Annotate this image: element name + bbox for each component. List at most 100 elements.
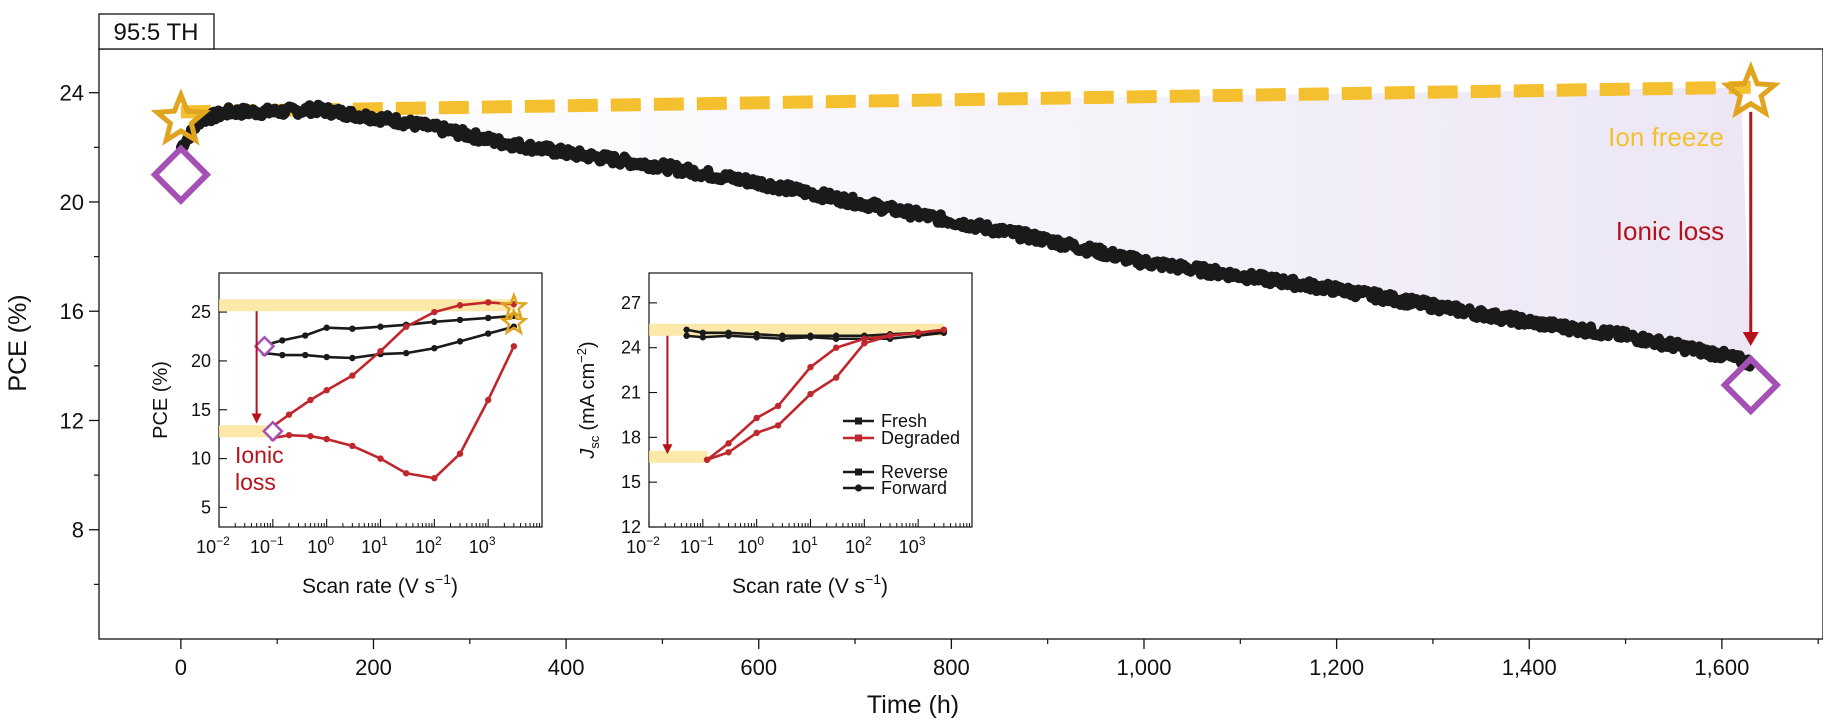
measured-pce-trace xyxy=(175,99,1755,372)
inset1-x-label-sup: −1 xyxy=(435,571,451,587)
inset1-data-point xyxy=(510,343,518,350)
inset2-data-point xyxy=(725,332,732,339)
inset1-y-tick-label: 20 xyxy=(191,351,211,371)
main-x-tick-label: 400 xyxy=(548,655,585,680)
inset1-x-tick-label: 100 xyxy=(307,534,334,557)
main-x-tick-label: 0 xyxy=(175,655,187,680)
inset2-data-point xyxy=(774,422,782,429)
inset2-data-point xyxy=(940,326,948,333)
inset2-x-tick-exponent: 1 xyxy=(811,534,818,548)
inset1-y-tick-label: 10 xyxy=(191,449,211,469)
inset1-highlight-bands xyxy=(219,299,514,438)
main-x-tick-label: 1,000 xyxy=(1116,655,1171,680)
inset2-data-point xyxy=(699,334,707,341)
inset2-y-tick-label: 24 xyxy=(621,338,641,358)
inset1-data-point xyxy=(402,470,410,477)
inset1-data-point xyxy=(456,302,464,309)
inset1-data-point xyxy=(456,316,464,324)
inset2-x-tick-exponent: −1 xyxy=(700,534,714,548)
inset2-y-label-unit: (mA cm xyxy=(577,363,599,431)
inset1-x-tick-exponent: 1 xyxy=(381,534,388,548)
inset2-data-point xyxy=(753,414,760,422)
inset1-data-point xyxy=(484,314,492,322)
inset1-star-marker xyxy=(498,307,529,336)
inset2-data-point xyxy=(832,374,840,381)
main-plot-frame xyxy=(98,48,1823,640)
legend-entry-label: Degraded xyxy=(881,428,960,448)
inset1-data-point xyxy=(484,396,492,404)
inset2-x-tick-exponent: 0 xyxy=(757,534,764,548)
main-x-axis-label: Time (h) xyxy=(867,691,959,719)
legend-entry-marker xyxy=(854,484,863,492)
inset2-data-point xyxy=(832,344,840,351)
ionic-loss-shaded-region xyxy=(180,87,1751,364)
inset1-x-tick-exponent: 3 xyxy=(489,534,496,548)
inset1-y-tick-label: 25 xyxy=(191,302,211,322)
inset1-data-point xyxy=(307,432,314,440)
inset2-data-point xyxy=(725,440,732,447)
inset1-data-point xyxy=(285,411,293,418)
inset2-data-point xyxy=(703,456,711,463)
inset1-data-point xyxy=(323,387,330,394)
inset1-data-point xyxy=(323,324,330,331)
inset1-x-tick-label: 101 xyxy=(361,534,388,557)
inset1-x-tick-label: 10−2 xyxy=(196,534,230,557)
inset1-data-point xyxy=(349,372,356,379)
inset2-data-point xyxy=(753,429,760,437)
inset1-diamond-marker xyxy=(253,335,276,358)
main-x-tick-label: 800 xyxy=(933,655,970,680)
inset1-data-point xyxy=(431,474,438,482)
legend-entry-label: Reverse xyxy=(881,462,948,482)
inset2-data-point xyxy=(861,335,868,342)
ionic-loss-label: Ionic loss xyxy=(1616,216,1724,246)
inset2-y-axis-label: Jsc (mA cm−2) xyxy=(574,341,602,459)
inset2-data-point xyxy=(807,334,814,341)
inset1-arrow-head xyxy=(251,413,262,424)
inset2-y-tick-label: 18 xyxy=(621,427,641,447)
inset1-data-point xyxy=(349,325,356,332)
inset2-data-point xyxy=(774,402,782,410)
inset1-x-tick-exponent: −2 xyxy=(216,534,230,548)
inset2-y-tick-label: 15 xyxy=(621,472,641,492)
main-pce-time-chart: 95:5 TH Time (h) PCE (%) 0 200 400 600 800 1,… xyxy=(4,13,1823,719)
inset2-data-point xyxy=(779,335,786,342)
inset1-data-point xyxy=(302,351,309,359)
inset1-x-label-main: Scan rate (V s xyxy=(302,575,435,598)
inset2-x-tick-exponent: −2 xyxy=(646,534,660,548)
main-y-tick-label: 8 xyxy=(72,518,84,543)
inset2-x-tick-label: 10−2 xyxy=(626,534,660,557)
inset1-data-point xyxy=(377,323,384,330)
sample-tag-label: 95:5 TH xyxy=(114,19,199,46)
inset2-data-point xyxy=(807,390,814,398)
legend-entry-label: Forward xyxy=(881,478,947,498)
main-markers xyxy=(150,60,1782,416)
inset2-data-point xyxy=(861,340,868,347)
main-star-marker xyxy=(1720,60,1781,119)
main-y-tick-label: 16 xyxy=(60,299,84,324)
inset2-series xyxy=(683,326,948,463)
inset1-x-axis-label: Scan rate (V s−1) xyxy=(302,571,458,598)
main-axis-ticks: 0 200 400 600 800 1,000 1,200 1,400 1,6008121620… xyxy=(60,81,1819,680)
inset2-x-tick-label: 100 xyxy=(737,534,764,557)
inset1-data-point xyxy=(307,396,314,404)
inset1-x-label-end: ) xyxy=(451,575,458,598)
inset1-data-point xyxy=(285,431,293,439)
inset1-data-point xyxy=(323,435,330,443)
inset1-data-point xyxy=(431,308,438,316)
inset1-data-point xyxy=(484,330,492,337)
sample-tag-box xyxy=(98,13,215,50)
inset1-y-tick-label: 15 xyxy=(191,400,211,420)
inset2-arrow-head xyxy=(662,444,673,455)
inset1-x-tick-label: 10−1 xyxy=(250,534,284,557)
inset2-y-label-sub: sc xyxy=(587,435,602,449)
inset1-ionic-loss-arrow xyxy=(251,311,262,424)
inset2-series-line xyxy=(706,328,945,461)
inset1-x-tick-label: 103 xyxy=(469,534,496,557)
inset2-x-tick-exponent: 3 xyxy=(919,534,926,548)
inset2-plot-frame xyxy=(648,272,973,528)
main-diamond-marker xyxy=(1720,354,1782,416)
main-y-tick-label: 20 xyxy=(60,190,84,215)
inset1-highlight-band xyxy=(219,425,273,438)
